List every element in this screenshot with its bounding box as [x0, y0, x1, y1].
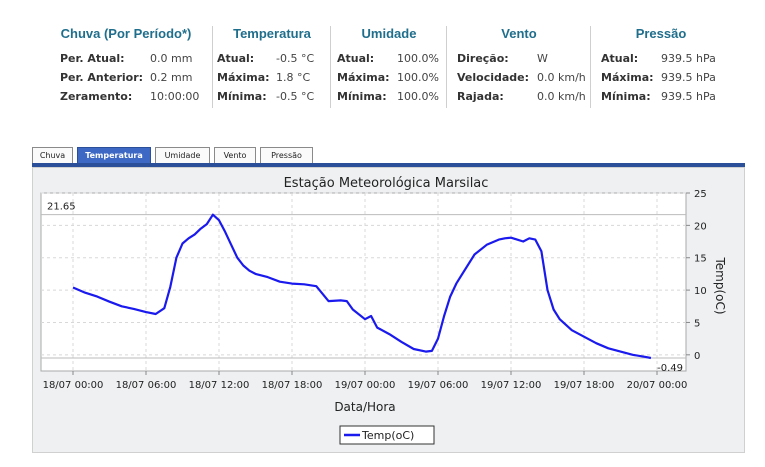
- temperature-column: Temperatura Atual: -0.5 °C Máxima: 1.8 °…: [212, 26, 331, 108]
- pressure-value: 939.5 hPa: [661, 52, 716, 65]
- pressure-value: 939.5 hPa: [661, 90, 716, 103]
- wind-row: Rajada: 0.0 km/h: [447, 90, 591, 108]
- wind-label: Direção:: [457, 52, 509, 65]
- pressure-label: Mínima:: [601, 90, 651, 103]
- x-tick-label: 19/07 12:00: [481, 380, 542, 391]
- wind-value: 0.0 km/h: [537, 90, 586, 103]
- x-tick-label: 18/07 06:00: [116, 380, 177, 391]
- humidity-row: Máxima: 100.0%: [331, 71, 447, 89]
- marker-label-min: -0.49: [657, 363, 683, 374]
- humidity-value: 100.0%: [397, 71, 439, 84]
- wind-row: Direção: W: [447, 52, 591, 70]
- y-axis-ticks: 0 5 10 15 20 25: [686, 189, 707, 362]
- pressure-value: 939.5 hPa: [661, 71, 716, 84]
- x-tick-label: 19/07 18:00: [554, 380, 615, 391]
- rain-row: Zeramento: 10:00:00: [40, 90, 212, 108]
- humidity-value: 100.0%: [397, 52, 439, 65]
- pressure-row: Máxima: 939.5 hPa: [591, 71, 731, 89]
- x-tick-label: 20/07 00:00: [627, 380, 688, 391]
- rain-row: Per. Anterior: 0.2 mm: [40, 71, 212, 89]
- x-tick-label: 18/07 00:00: [43, 380, 104, 391]
- marker-label-max: 21.65: [47, 202, 76, 213]
- humidity-label: Atual:: [337, 52, 375, 65]
- rain-row: Per. Atual: 0.0 mm: [40, 52, 212, 70]
- x-axis-label: Data/Hora: [334, 400, 395, 414]
- pressure-column: Pressão Atual: 939.5 hPa Máxima: 939.5 h…: [590, 26, 731, 108]
- rain-label: Zeramento:: [60, 90, 133, 103]
- wind-value: W: [537, 52, 548, 65]
- series-line-temp: [72, 213, 652, 360]
- temperature-value: -0.5 °C: [276, 52, 315, 65]
- humidity-heading: Umidade: [361, 26, 417, 41]
- tab-bar-divider: [32, 163, 745, 167]
- temperature-row: Atual: -0.5 °C: [213, 52, 331, 70]
- tab-pressao[interactable]: Pressão: [260, 147, 313, 164]
- wind-label: Velocidade:: [457, 71, 530, 84]
- pressure-row: Atual: 939.5 hPa: [591, 52, 731, 70]
- tab-chuva[interactable]: Chuva: [32, 147, 73, 164]
- humidity-value: 100.0%: [397, 90, 439, 103]
- humidity-label: Mínima:: [337, 90, 387, 103]
- x-tick-label: 18/07 12:00: [189, 380, 250, 391]
- temperature-row: Máxima: 1.8 °C: [213, 71, 331, 89]
- wind-heading: Vento: [501, 26, 537, 41]
- x-tick-label: 19/07 00:00: [335, 380, 396, 391]
- wind-column: Vento Direção: W Velocidade: 0.0 km/h Ra…: [446, 26, 591, 108]
- rain-value: 10:00:00: [150, 90, 200, 103]
- station-summary: Chuva (Por Período*) Per. Atual: 0.0 mm …: [40, 26, 730, 108]
- temperature-label: Máxima:: [217, 71, 270, 84]
- chart-title: Estação Meteorológica Marsilac: [284, 176, 489, 191]
- pressure-row: Mínima: 939.5 hPa: [591, 90, 731, 108]
- y-tick-label: 5: [694, 318, 700, 329]
- wind-value: 0.0 km/h: [537, 71, 586, 84]
- humidity-row: Atual: 100.0%: [331, 52, 447, 70]
- legend-label: Temp(oC): [361, 429, 414, 442]
- rain-label: Per. Atual:: [60, 52, 125, 65]
- humidity-row: Mínima: 100.0%: [331, 90, 447, 108]
- reference-markers: 21.65 -0.49: [41, 202, 686, 374]
- humidity-label: Máxima:: [337, 71, 390, 84]
- rain-heading: Chuva (Por Período*): [60, 26, 192, 41]
- y-axis-label: Temp(oC): [713, 256, 727, 314]
- rain-label: Per. Anterior:: [60, 71, 144, 84]
- plot-area: [40, 192, 687, 372]
- temperature-label: Atual:: [217, 52, 255, 65]
- temperature-row: Mínima: -0.5 °C: [213, 90, 331, 108]
- y-tick-label: 20: [694, 221, 707, 232]
- y-tick-label: 15: [694, 254, 707, 265]
- y-tick-label: 0: [694, 351, 700, 362]
- temperature-heading: Temperatura: [233, 26, 311, 41]
- rain-value: 0.0 mm: [150, 52, 193, 65]
- legend: Temp(oC): [339, 425, 435, 445]
- pressure-label: Atual:: [601, 52, 639, 65]
- y-tick-label: 25: [694, 189, 707, 200]
- x-axis-ticks: 18/07 00:00 18/07 06:00 18/07 12:00 18/07 1…: [43, 371, 688, 391]
- temperature-value: -0.5 °C: [276, 90, 315, 103]
- temperature-label: Mínima:: [217, 90, 267, 103]
- series-layer: [72, 213, 652, 360]
- wind-label: Rajada:: [457, 90, 504, 103]
- wind-row: Velocidade: 0.0 km/h: [447, 71, 591, 89]
- rain-value: 0.2 mm: [150, 71, 193, 84]
- x-tick-label: 19/07 06:00: [408, 380, 469, 391]
- rain-column: Chuva (Por Período*) Per. Atual: 0.0 mm …: [40, 26, 212, 108]
- legend-box: [339, 425, 435, 445]
- y-tick-label: 10: [694, 286, 707, 297]
- pressure-heading: Pressão: [635, 26, 687, 41]
- temperature-value: 1.8 °C: [276, 71, 311, 84]
- pressure-label: Máxima:: [601, 71, 654, 84]
- x-tick-label: 18/07 18:00: [262, 380, 323, 391]
- humidity-column: Umidade Atual: 100.0% Máxima: 100.0% Mín…: [330, 26, 447, 108]
